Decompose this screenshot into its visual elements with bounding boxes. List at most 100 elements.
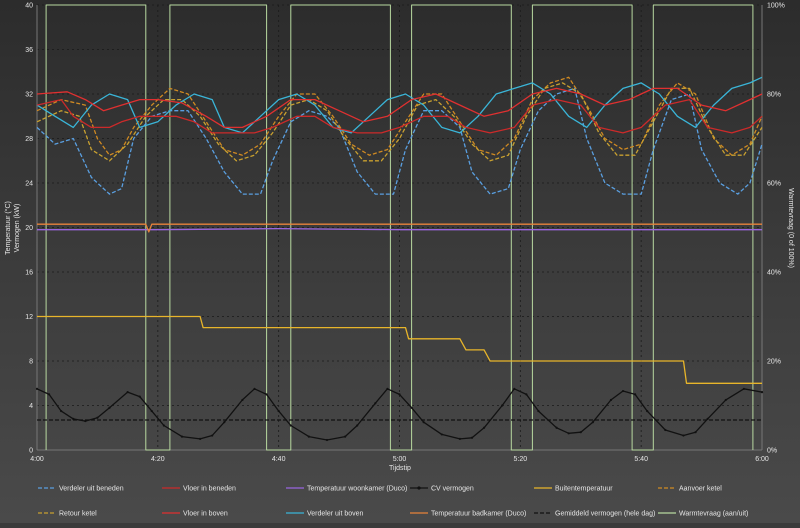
legend-label: Vloer in beneden [183,486,236,493]
y-left-tick-label-10: 40 [25,3,33,10]
series-line-cv-vermogen [36,388,763,441]
y-right-axis-ticks: 0% 20% 40% 60% 80% 100% [767,3,785,455]
y-right-axis-title: Warmtevraag (0 of 100%) [787,188,794,268]
legend-label: Aanvoer ketel [679,486,722,493]
x-tick-label-2: 4:40 [272,456,286,463]
legend-item-aanvoer-ketel: Aanvoer ketel [658,486,722,493]
x-tick-label-1: 4:20 [151,456,165,463]
cv-vermogen-point-17 [265,393,268,396]
cv-vermogen-point-30 [458,437,462,440]
cv-vermogen-point-15 [241,398,244,402]
y-left-tick-label-2: 8 [29,359,33,366]
cv-vermogen-point-37 [555,426,558,429]
y-left-tick-label-7: 28 [25,136,33,143]
y-right-tick-label-3: 60% [767,181,781,188]
legend-label: Vloer in boven [183,511,228,518]
y-right-tick-label-4: 80% [767,92,781,99]
x-axis-ticks: 4:00 4:20 4:40 5:00 5:20 5:40 6:00 [30,456,769,463]
series-line-vloer-in-beneden [36,98,763,134]
y-left-tick-label-6: 24 [25,181,33,188]
cv-vermogen-point-32 [482,426,486,429]
y-left-axis-title: Temperatuur (°C) Vermogen (kW) [4,201,21,255]
cv-vermogen-point-23 [356,424,359,427]
legend-item-vloer-in-boven: Vloer in boven [162,511,228,518]
series-line-aanvoer-ketel [36,76,763,156]
legend-item-buitentemperatuur: Buitentemperatuur [534,486,613,493]
x-axis-title: Tijdstip [389,465,411,472]
legend-label: CV vermogen [431,486,474,493]
cv-vermogen-point-5 [96,416,99,419]
cv-vermogen-point-10 [162,424,165,427]
y-left-axis-ticks: 0 4 8 12 16 20 24 28 32 36 40 [25,3,33,455]
cv-vermogen-point-14 [223,421,226,424]
x-tick-label-4: 5:20 [514,456,528,463]
y-left-tick-label-1: 4 [29,403,33,410]
series-line-verdeler-uit-boven [36,76,763,134]
series-line-temperatuur-woonkamer-duco [37,227,762,231]
cv-vermogen-point-46 [682,434,685,437]
cv-vermogen-point-4 [84,419,87,423]
cv-vermogen-point-49 [724,398,727,402]
cv-vermogen-point-36 [537,409,540,413]
cv-vermogen-point-50 [742,387,745,390]
legend-item-cv-vermogen: CV vermogen [410,486,474,493]
y-left-tick-label-5: 20 [25,225,33,232]
legend-label: Verdeler uit boven [307,511,364,518]
legend-label: Temperatuur woonkamer (Duco) [307,486,407,493]
y-left-axis-title-line-2: Vermogen (kW) [14,204,21,253]
legend-item-gemiddeld-vermogen-hele-dag: Gemiddeld vermogen (hele dag) [534,511,655,518]
cv-vermogen-point-1 [47,393,51,396]
y-left-tick-label-4: 16 [25,270,33,277]
cv-vermogen-point-6 [108,406,111,409]
legend-item-verdeler-uit-beneden: Verdeler uit beneden [38,486,124,493]
legend-item-verdeler-uit-boven: Verdeler uit boven [286,511,364,518]
cv-vermogen-point-42 [621,389,625,393]
y-left-tick-label-8: 32 [25,92,33,99]
y-right-tick-label-2: 40% [767,270,781,277]
cv-vermogen-point-18 [277,409,280,413]
legend-item-retour-ketel: Retour ketel [38,511,97,518]
cv-vermogen-point-2 [60,409,63,413]
cv-vermogen-point-35 [525,393,528,396]
x-tick-label-3: 5:00 [393,456,407,463]
x-tick-label-0: 4:00 [30,456,44,463]
legend-label: Retour ketel [59,511,97,518]
cv-vermogen-point-25 [386,387,389,390]
y-right-tick-label-0: 0% [767,448,777,455]
cv-vermogen-point-13 [211,434,214,437]
legend-label: Gemiddeld vermogen (hele dag) [555,511,655,518]
cv-vermogen-point-24 [374,402,377,405]
series-line-warmtevraag-aan-uit [45,4,754,451]
legend-label: Verdeler uit beneden [59,486,124,493]
y-left-axis-title-line-1: Temperatuur (°C) [4,201,12,255]
y-left-tick-label-9: 36 [25,47,33,54]
cv-vermogen-point-43 [634,393,637,396]
cv-vermogen-point-7 [126,391,129,394]
series-line-verdeler-uit-beneden [36,87,763,195]
cv-vermogen-point-12 [199,437,202,440]
cv-vermogen-point-29 [440,433,443,436]
legend-label: Buitentemperatuur [555,486,613,493]
series-line-retour-ketel [36,82,763,162]
cv-vermogen-point-45 [664,428,667,432]
x-tick-label-5: 5:40 [634,456,648,463]
y-right-tick-label-5: 100% [767,3,785,10]
cv-vermogen-point-34 [513,387,516,390]
cv-vermogen-point-22 [344,435,347,438]
series-line-buitentemperatuur [37,315,762,384]
cv-vermogen-point-0 [35,387,39,390]
cv-vermogen-point-20 [307,435,310,438]
cv-vermogen-point-27 [410,406,413,409]
cv-vermogen-point-33 [501,404,504,407]
series-line-temperatuur-badkamer-duco [37,223,762,233]
y-right-tick-label-1: 20% [767,359,781,366]
legend-label: Warmtevraag (aan/uit) [679,511,748,518]
legend: Verdeler uit beneden Vloer in beneden Temp… [38,486,748,518]
cv-vermogen-point-44 [646,409,649,413]
legend-item-vloer-in-beneden: Vloer in beneden [162,486,236,493]
legend-item-temperatuur-badkamer-duco: Temperatuur badkamer (Duco) [410,511,526,518]
y-left-tick-label-3: 12 [25,314,33,321]
legend-marker [417,486,421,490]
x-tick-label-6: 6:00 [755,456,769,463]
